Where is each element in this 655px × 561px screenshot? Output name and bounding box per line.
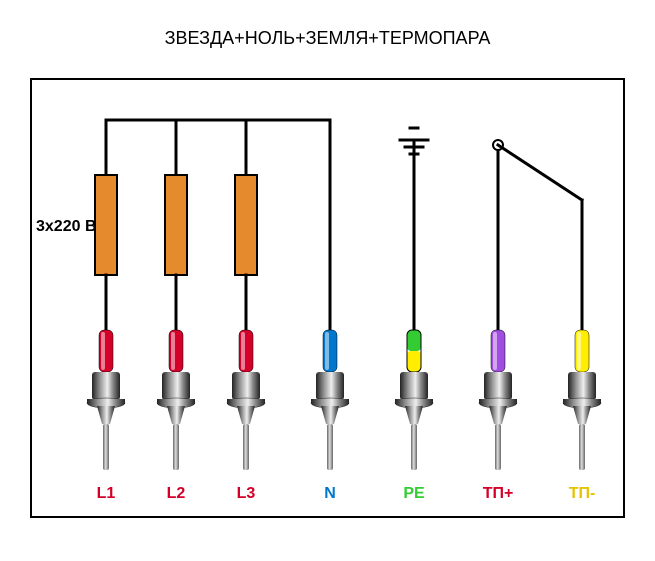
terminal-label-N: N xyxy=(305,485,355,503)
terminal-label-L3: L3 xyxy=(221,485,271,503)
terminal-label-TP+: ТП+ xyxy=(473,485,523,503)
resistor-L1 xyxy=(95,175,117,275)
terminal-label-L1: L1 xyxy=(81,485,131,503)
terminal-label-PE: PE xyxy=(389,485,439,503)
terminal-label-TP-: ТП- xyxy=(557,485,607,503)
resistor-L3 xyxy=(235,175,257,275)
wiring-diagram xyxy=(0,0,655,561)
resistor-L2 xyxy=(165,175,187,275)
terminal-label-L2: L2 xyxy=(151,485,201,503)
